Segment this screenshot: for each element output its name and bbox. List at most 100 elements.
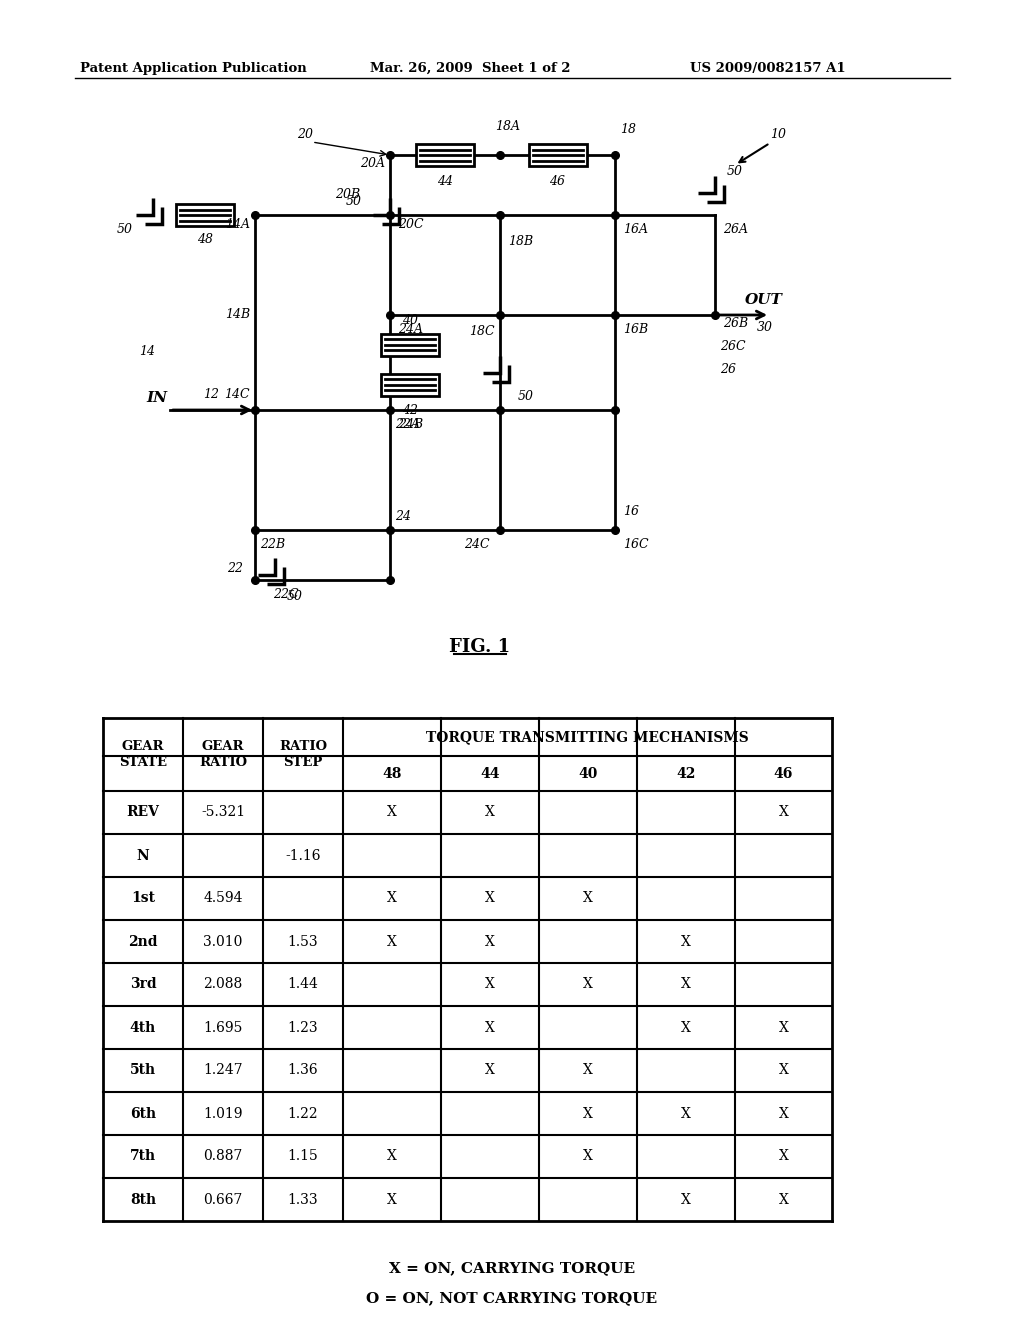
Text: 8th: 8th <box>130 1192 156 1206</box>
Text: 40: 40 <box>579 767 598 780</box>
Text: 40: 40 <box>402 314 418 327</box>
Text: X: X <box>583 1150 593 1163</box>
Bar <box>416 144 474 166</box>
Text: GEAR
RATIO: GEAR RATIO <box>199 741 247 770</box>
Text: 1.15: 1.15 <box>288 1150 318 1163</box>
Bar <box>381 374 439 396</box>
Text: 42: 42 <box>676 767 695 780</box>
Text: 0.887: 0.887 <box>204 1150 243 1163</box>
Text: 50: 50 <box>727 165 743 178</box>
Text: 24: 24 <box>395 510 411 523</box>
Text: 20A: 20A <box>360 157 385 170</box>
Text: 4.594: 4.594 <box>203 891 243 906</box>
Text: GEAR
STATE: GEAR STATE <box>119 741 167 770</box>
Text: 26A: 26A <box>723 223 748 236</box>
Text: 48: 48 <box>197 234 213 246</box>
Text: US 2009/0082157 A1: US 2009/0082157 A1 <box>690 62 846 75</box>
Text: 16A: 16A <box>623 223 648 236</box>
Text: 16C: 16C <box>623 539 648 550</box>
Text: 18: 18 <box>620 123 636 136</box>
Text: -5.321: -5.321 <box>201 805 245 820</box>
Text: 1.23: 1.23 <box>288 1020 318 1035</box>
Text: 50: 50 <box>287 590 303 603</box>
Text: Patent Application Publication: Patent Application Publication <box>80 62 307 75</box>
Text: 18A: 18A <box>495 120 520 133</box>
Text: TORQUE TRANSMITTING MECHANISMS: TORQUE TRANSMITTING MECHANISMS <box>426 730 749 744</box>
Text: 1.44: 1.44 <box>288 978 318 991</box>
Text: X: X <box>778 1020 788 1035</box>
Text: 5th: 5th <box>130 1064 156 1077</box>
Text: 22C: 22C <box>273 587 299 601</box>
Text: X: X <box>583 891 593 906</box>
Text: X: X <box>387 891 397 906</box>
Text: X: X <box>778 1192 788 1206</box>
Text: 14: 14 <box>139 345 155 358</box>
Text: 44: 44 <box>480 767 500 780</box>
Text: 50: 50 <box>346 195 362 209</box>
Text: REV: REV <box>127 805 160 820</box>
Text: Mar. 26, 2009  Sheet 1 of 2: Mar. 26, 2009 Sheet 1 of 2 <box>370 62 570 75</box>
Text: 7th: 7th <box>130 1150 156 1163</box>
Text: 20B: 20B <box>335 187 360 201</box>
Text: 2nd: 2nd <box>128 935 158 949</box>
Text: 0.667: 0.667 <box>204 1192 243 1206</box>
Bar <box>103 718 831 1221</box>
Text: 26: 26 <box>720 363 736 376</box>
Text: 30: 30 <box>757 321 773 334</box>
Text: 46: 46 <box>550 176 565 187</box>
Text: X: X <box>681 1020 691 1035</box>
Text: 24B: 24B <box>398 418 423 432</box>
Text: 3.010: 3.010 <box>204 935 243 949</box>
Text: RATIO
STEP: RATIO STEP <box>279 741 327 770</box>
Text: 6th: 6th <box>130 1106 156 1121</box>
Bar <box>381 334 439 355</box>
Text: X: X <box>485 1020 495 1035</box>
Text: 10: 10 <box>770 128 786 141</box>
Text: X: X <box>681 1192 691 1206</box>
Text: X: X <box>778 1150 788 1163</box>
Text: X: X <box>778 805 788 820</box>
Text: 24A: 24A <box>398 323 423 337</box>
Text: 1.22: 1.22 <box>288 1106 318 1121</box>
Text: X: X <box>583 978 593 991</box>
Text: X: X <box>485 935 495 949</box>
Text: 4th: 4th <box>130 1020 156 1035</box>
Text: 42: 42 <box>402 404 418 417</box>
Bar <box>176 205 234 226</box>
Bar <box>528 144 587 166</box>
Text: 50: 50 <box>518 391 534 404</box>
Text: 1.019: 1.019 <box>203 1106 243 1121</box>
Text: 26C: 26C <box>720 341 745 352</box>
Text: X: X <box>485 978 495 991</box>
Text: N: N <box>136 849 150 862</box>
Text: X: X <box>681 935 691 949</box>
Text: 50: 50 <box>117 223 133 236</box>
Text: X: X <box>387 935 397 949</box>
Text: FIG. 1: FIG. 1 <box>450 638 511 656</box>
Text: O = ON, NOT CARRYING TORQUE: O = ON, NOT CARRYING TORQUE <box>367 1291 657 1305</box>
Text: X: X <box>485 805 495 820</box>
Text: 1.247: 1.247 <box>203 1064 243 1077</box>
Text: X: X <box>387 1150 397 1163</box>
Text: X: X <box>485 891 495 906</box>
Text: X = ON, CARRYING TORQUE: X = ON, CARRYING TORQUE <box>389 1261 635 1275</box>
Text: 2.088: 2.088 <box>204 978 243 991</box>
Text: 44: 44 <box>437 176 453 187</box>
Text: 16B: 16B <box>623 323 648 337</box>
Text: 26B: 26B <box>723 317 749 330</box>
Text: 1.53: 1.53 <box>288 935 318 949</box>
Text: X: X <box>681 1106 691 1121</box>
Text: X: X <box>778 1064 788 1077</box>
Text: 1.36: 1.36 <box>288 1064 318 1077</box>
Text: X: X <box>387 1192 397 1206</box>
Text: 22: 22 <box>227 562 243 576</box>
Text: 18B: 18B <box>508 235 534 248</box>
Text: X: X <box>485 1064 495 1077</box>
Text: X: X <box>387 805 397 820</box>
Text: 22A: 22A <box>395 418 420 432</box>
Text: 14B: 14B <box>225 308 250 321</box>
Text: 1st: 1st <box>131 891 155 906</box>
Text: 22B: 22B <box>260 539 285 550</box>
Text: 3rd: 3rd <box>130 978 157 991</box>
Text: -1.16: -1.16 <box>286 849 321 862</box>
